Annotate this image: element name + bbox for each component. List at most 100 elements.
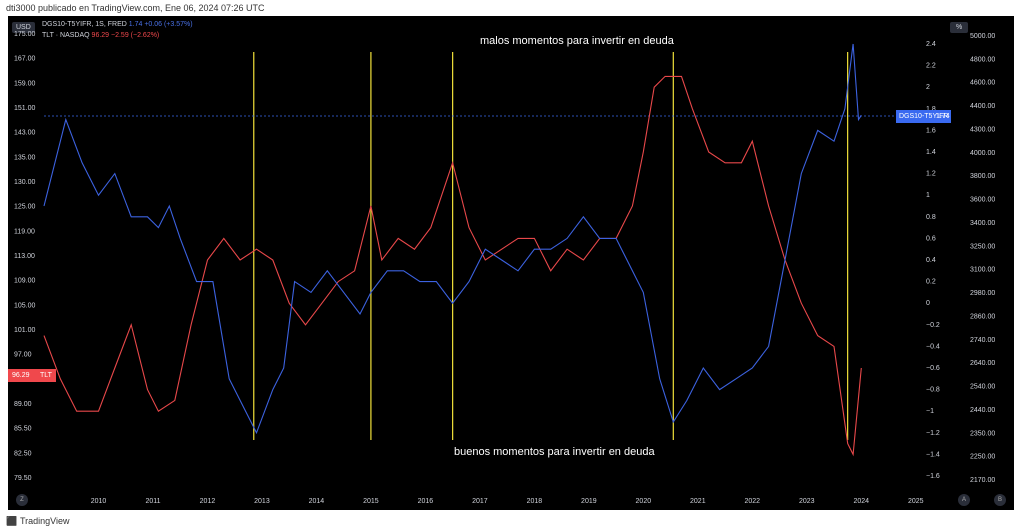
percent-axis-tick: −1 [926, 408, 934, 415]
percent-axis-tick: −0.8 [926, 387, 940, 394]
left-axis-tick: 101.00 [14, 327, 36, 334]
right-axis-tick: 2350.00 [970, 430, 995, 437]
chart-panel: USD % DGS10-T5YIFR, 1S, FRED 1.74 +0.06 … [8, 16, 1014, 510]
percent-axis-tick: −0.6 [926, 365, 940, 372]
percent-axis-tick: −1.4 [926, 451, 940, 458]
x-tick-label: 2016 [418, 498, 434, 505]
tlt-series-line [43, 75, 862, 457]
x-tick-label: 2022 [745, 498, 761, 505]
percent-axis-tick: −0.2 [926, 322, 940, 329]
blue-tag-value: 1.74 [936, 113, 950, 120]
right-axis-tick: 4400.00 [970, 103, 995, 110]
right-axis-tick: 3100.00 [970, 267, 995, 274]
annotation-bottom: buenos momentos para invertir en deuda [454, 446, 655, 458]
percent-axis-tick: 1.6 [926, 127, 936, 134]
x-tick-label: 2018 [527, 498, 543, 505]
x-tick-label: 2014 [309, 498, 325, 505]
dgs10-t5yifr-series-line [43, 43, 862, 435]
x-tick-label: 2020 [636, 498, 652, 505]
percent-axis-tick: 0 [926, 300, 930, 307]
x-tick-label: 2013 [254, 498, 270, 505]
tlt-tag-symbol: TLT [40, 372, 52, 379]
legend-series-2-name: TLT · NASDAQ [42, 32, 90, 39]
legend-series-2-value: 96.29 −2.59 (−2.62%) [91, 32, 160, 39]
left-axis-tick: 82.50 [14, 450, 32, 457]
percent-scale-button[interactable]: % [950, 22, 969, 33]
percent-axis-tick: 0.8 [926, 214, 936, 221]
left-axis-tick: 159.00 [14, 80, 36, 87]
percent-axis-tick: 1.2 [926, 171, 936, 178]
left-axis-tick: 151.00 [14, 105, 36, 112]
right-axis-tick: 4300.00 [970, 126, 995, 133]
percent-axis-tick: 0.6 [926, 235, 936, 242]
right-axis-tick: 3400.00 [970, 220, 995, 227]
right-axis-tick: 4600.00 [970, 80, 995, 87]
percent-axis-tick: −1.6 [926, 473, 940, 480]
right-axis-tick: 2980.00 [970, 290, 995, 297]
publisher-line: dti3000 publicado en TradingView.com, En… [6, 3, 265, 13]
right-axis-tick: 2640.00 [970, 360, 995, 367]
right-axis-tick: 2440.00 [970, 407, 995, 414]
right-axis-tick: 2540.00 [970, 384, 995, 391]
left-axis-tick: 105.00 [14, 302, 36, 309]
x-tick-label: 2025 [908, 498, 924, 505]
right-axis-tick: 3600.00 [970, 197, 995, 204]
currency-button[interactable]: USD [12, 22, 35, 33]
percent-axis-tick: 1 [926, 192, 930, 199]
left-axis-tick: 119.00 [14, 228, 35, 235]
scale-b-toggle[interactable]: B [994, 494, 1006, 506]
legend-series-1-name: DGS10-T5YIFR, 1S, FRED [42, 21, 127, 28]
auto-scale-toggle[interactable]: A [958, 494, 970, 506]
percent-axis-tick: 1.4 [926, 149, 936, 156]
x-tick-label: 2010 [91, 498, 107, 505]
left-axis-tick: 97.00 [14, 352, 32, 359]
blue-tag-symbol: DGS10-T5YIFR [899, 113, 949, 120]
footer-bar: ⬛ TradingView [0, 510, 1024, 532]
percent-axis-tick: −0.4 [926, 343, 940, 350]
right-axis-tick: 4800.00 [970, 56, 995, 63]
legend-line-1: DGS10-T5YIFR, 1S, FRED 1.74 +0.06 (+3.57… [42, 21, 193, 28]
tradingview-brand: TradingView [20, 516, 70, 526]
x-tick-label: 2011 [145, 498, 160, 505]
left-axis-tick: 79.50 [14, 475, 32, 482]
x-tick-label: 2021 [690, 498, 706, 505]
legend-line-2: TLT · NASDAQ 96.29 −2.59 (−2.62%) [42, 32, 159, 39]
chart-plot: 2010 2011 2012 2013 2014 2015 2016 2017 2018 2019… [14, 31, 995, 505]
left-axis-tick: 130.00 [14, 179, 36, 186]
x-tick-label: 2019 [581, 498, 597, 505]
left-axis-tick: 167.00 [14, 56, 36, 63]
left-axis-tick: 109.00 [14, 278, 36, 285]
percent-axis-tick: 0.4 [926, 257, 936, 264]
left-axis-tick: 143.00 [14, 130, 36, 137]
tradingview-logo: ⬛ [6, 516, 18, 526]
left-axis-tick: 175.00 [14, 31, 36, 38]
publisher-bar: dti3000 publicado en TradingView.com, En… [0, 0, 1024, 16]
percent-axis-tick: 2.2 [926, 63, 936, 70]
x-tick-label: 2017 [472, 498, 488, 505]
log-scale-toggle[interactable]: Z [16, 494, 28, 506]
legend-series-1-value: 1.74 +0.06 (+3.57%) [128, 21, 193, 28]
blue-series-tag: DGS10-T5YIFR 1.74 [896, 110, 951, 123]
left-axis-tick: 85.50 [14, 426, 32, 433]
percent-axis-tick: 0.2 [926, 279, 936, 286]
percent-axis-tick: 1.8 [926, 106, 936, 113]
percent-axis-tick: −1.2 [926, 430, 940, 437]
tlt-price-tag: 96.29 TLT [8, 369, 56, 382]
x-tick-label: 2012 [200, 498, 216, 505]
tlt-tag-value: 96.29 [12, 372, 30, 379]
right-axis-tick: 2740.00 [970, 337, 995, 344]
right-axis-tick: 3800.00 [970, 173, 995, 180]
right-axis-tick: 2170.00 [970, 477, 995, 484]
right-axis-tick: 2250.00 [970, 454, 995, 461]
right-axis-tick: 4000.00 [970, 150, 995, 157]
percent-axis-tick: 2.4 [926, 41, 936, 48]
right-axis-tick: 5000.00 [970, 33, 995, 40]
left-axis-tick: 113.00 [14, 253, 35, 260]
left-axis-tick: 89.00 [14, 401, 32, 408]
right-axis-tick: 3250.00 [970, 243, 995, 250]
left-axis-tick: 135.00 [14, 154, 36, 161]
x-tick-label: 2023 [799, 498, 815, 505]
x-tick-label: 2024 [853, 498, 869, 505]
right-axis-tick: 2860.00 [970, 313, 995, 320]
annotation-top: malos momentos para invertir en deuda [480, 35, 674, 47]
